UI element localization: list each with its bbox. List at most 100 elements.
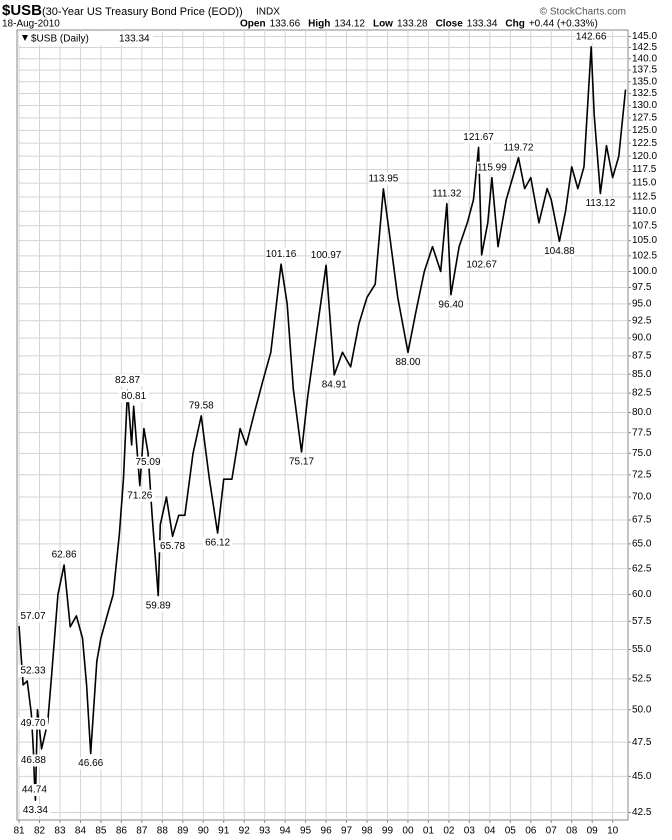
x-tick-label: 02 [443, 826, 455, 837]
quote-label: Close [436, 19, 464, 30]
y-tick-label: 122.5 [632, 138, 657, 149]
value-label: 96.40 [438, 299, 463, 310]
value-label-box [124, 489, 155, 502]
y-tick-label: 60.0 [632, 589, 652, 600]
quote-label: Open [240, 19, 266, 30]
legend: $USB (Daily) 133.34 [19, 32, 153, 45]
value-label-box [286, 455, 317, 468]
x-tick-label: 89 [177, 826, 189, 837]
value-label-box [319, 378, 350, 391]
y-tick-label: 100.0 [632, 266, 657, 277]
value-label: 100.97 [311, 250, 342, 261]
value-label: 115.99 [477, 162, 507, 173]
x-tick-label: 05 [505, 826, 517, 837]
value-label-box [202, 537, 233, 550]
value-label: 119.72 [504, 142, 534, 153]
value-label-box [118, 390, 149, 403]
x-tick-label: 08 [566, 826, 578, 837]
x-tick-label: 99 [382, 826, 394, 837]
y-tick-label: 102.5 [632, 250, 657, 261]
legend-icon [22, 35, 28, 41]
quote-label: High [308, 19, 330, 30]
y-tick-label: 120.0 [632, 151, 657, 162]
value-label-box [133, 456, 164, 469]
x-tick-label: 94 [280, 826, 292, 837]
x-tick-label: 97 [341, 826, 353, 837]
y-tick-label: 85.0 [632, 369, 652, 380]
value-label: 46.66 [78, 758, 103, 769]
exchange: INDX [256, 7, 280, 18]
y-tick-label: 137.5 [632, 65, 657, 76]
x-tick-label: 87 [136, 826, 148, 837]
x-tick-label: 84 [75, 826, 87, 837]
y-tick-label: 142.5 [632, 42, 657, 53]
value-label: 113.95 [368, 174, 398, 185]
value-label: 80.81 [121, 391, 146, 402]
value-label-box [466, 258, 497, 271]
quote-value: 133.66 [270, 19, 301, 30]
value-label: 104.88 [544, 246, 575, 257]
value-label: 43.34 [23, 805, 48, 816]
x-tick-label: 83 [54, 826, 66, 837]
y-tick-label: 145.0 [632, 31, 657, 42]
legend-last-value: 133.34 [119, 34, 150, 45]
value-label: 57.07 [20, 611, 45, 622]
value-label-box [392, 356, 423, 369]
y-tick-label: 132.5 [632, 88, 657, 99]
value-label-box [75, 757, 106, 770]
value-label: 101.16 [266, 249, 297, 260]
y-tick-label: 62.5 [632, 563, 652, 574]
x-tick-label: 03 [464, 826, 476, 837]
value-label: 79.58 [189, 401, 214, 412]
y-tick-label: 55.0 [632, 644, 652, 655]
value-label-box [431, 187, 462, 200]
y-tick-label: 82.5 [632, 388, 652, 399]
x-tick-label: 07 [546, 826, 558, 837]
x-tick-label: 04 [484, 826, 496, 837]
value-label: 121.67 [463, 132, 494, 143]
value-label: 49.70 [20, 718, 45, 729]
value-label: 65.78 [160, 541, 185, 552]
quote: Open 133.66 High 134.12 Low 133.28 Close 133.34… [240, 19, 598, 30]
x-tick-label: 10 [607, 826, 619, 837]
value-label: 75.17 [289, 457, 314, 468]
value-label: 82.87 [115, 375, 140, 386]
value-label-box [435, 298, 466, 311]
value-label-box [18, 717, 48, 730]
value-label-box [463, 131, 494, 144]
value-label-box [18, 754, 49, 767]
value-label: 59.89 [146, 600, 171, 611]
value-label: 102.67 [466, 259, 497, 270]
x-tick-label: 00 [402, 826, 414, 837]
y-tick-label: 75.0 [632, 448, 652, 459]
value-label-box [585, 197, 616, 210]
y-tick-label: 95.0 [632, 299, 652, 310]
value-label: 111.32 [432, 188, 462, 199]
legend-box [19, 32, 153, 45]
value-label: 84.91 [322, 380, 347, 391]
y-tick-label: 80.0 [632, 407, 652, 418]
price-line [18, 46, 627, 801]
y-tick-label: 77.5 [632, 427, 652, 438]
y-tick-label: 130.0 [632, 100, 657, 111]
value-label: 71.26 [127, 490, 152, 501]
x-tick-label: 09 [587, 826, 599, 837]
x-tick-label: 85 [95, 826, 107, 837]
plot-frame [16, 29, 629, 821]
chart-title: $USB [2, 2, 42, 19]
value-label-box [576, 30, 607, 43]
y-tick-label: 107.5 [632, 220, 657, 231]
x-tick-label: 86 [116, 826, 128, 837]
x-tick-label: 92 [239, 826, 251, 837]
x-tick-label: 96 [321, 826, 333, 837]
y-tick-label: 112.5 [632, 192, 657, 203]
value-label-box [157, 540, 188, 553]
quote-value: +0.44 (+0.33%) [529, 19, 598, 30]
quote-label: Low [373, 19, 393, 30]
x-tick-label: 95 [300, 826, 312, 837]
grid [17, 30, 631, 823]
value-label-box [544, 245, 575, 258]
value-label-box [20, 804, 51, 817]
value-label-box [368, 172, 399, 185]
value-label: 44.74 [22, 785, 47, 796]
